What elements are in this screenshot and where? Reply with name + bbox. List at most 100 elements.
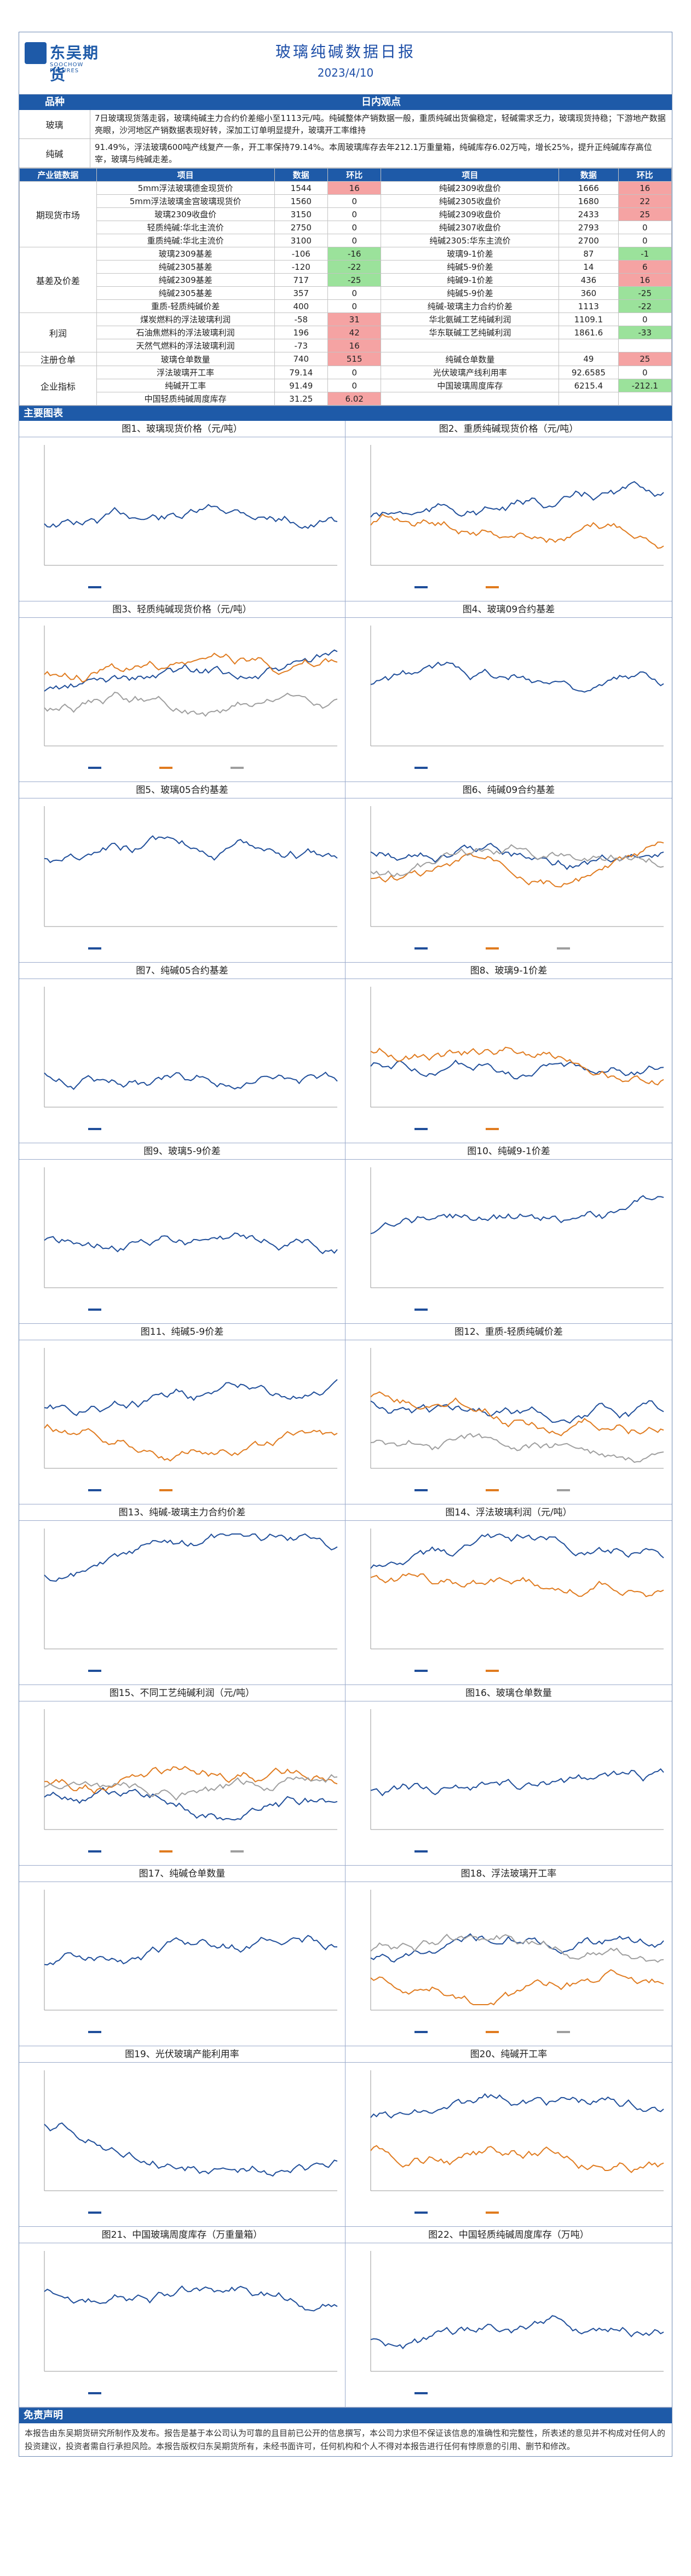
report-page: 东吴期货 SOOCHOW FUTURES 玻璃纯碱数据日报 2023/4/10 … xyxy=(19,32,672,2457)
industry-header-cell: 环比 xyxy=(327,168,382,182)
table-cell xyxy=(618,392,672,406)
chart-title: 图5、玻璃05合约基差 xyxy=(19,782,345,798)
table-cell: 6 xyxy=(618,260,672,274)
series-line xyxy=(370,2093,664,2119)
industry-header-cell: 产业链数据 xyxy=(19,168,97,182)
table-cell: 515 xyxy=(327,352,382,366)
table-cell: 0 xyxy=(327,234,382,247)
table-cell: 16 xyxy=(618,273,672,287)
table-cell: 360 xyxy=(558,286,619,300)
table-cell: -1 xyxy=(618,247,672,261)
table-cell: 2793 xyxy=(558,221,619,234)
series-line xyxy=(370,1391,664,1437)
chart-title: 图13、纯碱-玻璃主力合约价差 xyxy=(19,1504,345,1521)
table-cell: 1861.6 xyxy=(558,326,619,339)
legend-swatch xyxy=(414,2212,428,2214)
industry-table: 产业链数据 项目 数据 环比 项目 数据 环比 期现货市场 5mm浮法玻璃德金现货价 1544 1… xyxy=(19,168,672,406)
table-cell: 25 xyxy=(618,352,672,366)
legend-swatch xyxy=(88,947,101,950)
table-cell: 0 xyxy=(327,366,382,379)
legend-swatch xyxy=(414,2392,428,2394)
table-cell: 6.02 xyxy=(327,392,382,406)
legend-swatch xyxy=(557,2031,570,2033)
table-cell: 16 xyxy=(327,181,382,195)
chart-plot xyxy=(44,1890,337,2033)
summary-text: 7日玻璃现货落走弱，玻璃纯碱主力合约价差缩小至1113元/吨。纯碱整体产销数据一… xyxy=(95,113,666,135)
chart-plot xyxy=(370,1709,664,1853)
series-line xyxy=(370,1573,664,1597)
table-cell: 0 xyxy=(327,379,382,392)
table-row: 纯碱2305基差 357 0 纯碱5-9价差 360 -25 xyxy=(20,286,672,300)
table-cell: 纯碱2305收盘价 xyxy=(381,194,560,208)
series-line xyxy=(370,2145,664,2173)
series-line xyxy=(44,649,338,692)
table-cell: 纯碱2305:华东主流价 xyxy=(381,234,560,247)
chart-plot xyxy=(370,2251,664,2394)
table-cell xyxy=(381,392,560,406)
table-cell: -212.1 xyxy=(618,379,672,392)
table-cell: 重质-轻质纯碱价差 xyxy=(96,299,275,313)
chart-plot xyxy=(370,1167,664,1311)
series-line xyxy=(370,1933,664,1963)
chart-plot xyxy=(370,987,664,1130)
table-cell: 79.14 xyxy=(274,366,329,379)
series-line xyxy=(370,1768,664,1797)
table-cell: 22 xyxy=(618,194,672,208)
legend-swatch xyxy=(231,767,244,769)
chart-panel: 图14、浮法玻璃利润（元/吨） xyxy=(346,1504,672,1685)
legend-swatch xyxy=(486,1489,499,1491)
table-cell: 6215.4 xyxy=(558,379,619,392)
chart-plot xyxy=(44,1348,338,1491)
chart-panel: 图8、玻璃9-1价差 xyxy=(346,963,672,1143)
table-cell: 717 xyxy=(274,273,329,287)
table-cell xyxy=(558,339,619,352)
table-cell: 0 xyxy=(327,207,382,221)
legend-swatch xyxy=(486,1670,499,1672)
chart-plot xyxy=(44,445,338,588)
table-cell: 纯碱仓单数量 xyxy=(381,352,560,366)
legend-swatch xyxy=(88,2212,101,2214)
chart-title: 图8、玻璃9-1价差 xyxy=(346,963,672,979)
table-row: 石油焦燃料的浮法玻璃利润 196 42 华东联碱工艺纯碱利润 1861.6 -33 xyxy=(20,326,672,339)
legend-swatch xyxy=(159,1850,172,1853)
table-cell: 31 xyxy=(327,312,382,326)
chart-title: 图1、玻璃现货价格（元/吨） xyxy=(19,421,345,437)
table-cell: -22 xyxy=(327,260,382,274)
table-cell: 5mm浮法玻璃德金现货价 xyxy=(96,181,275,195)
legend-swatch xyxy=(88,1670,101,1672)
table-cell: 2433 xyxy=(558,207,619,221)
table-row: 中国轻质纯碱周度库存 31.25 6.02 xyxy=(20,392,672,406)
series-line xyxy=(44,1774,338,1801)
report-date: 2023/4/10 xyxy=(317,66,374,79)
chart-panel: 图20、纯碱开工率 xyxy=(346,2046,672,2227)
table-cell: 光伏玻璃产线利用率 xyxy=(381,366,560,379)
legend-swatch xyxy=(88,2392,101,2394)
table-cell: 0 xyxy=(327,299,382,313)
chart-panel: 图7、纯碱05合约基差 xyxy=(19,963,346,1143)
table-cell: 2700 xyxy=(558,234,619,247)
legend-swatch xyxy=(414,767,428,769)
table-cell: -120 xyxy=(274,260,329,274)
table-row: 重质纯碱:华北主流价 3100 0 纯碱2305:华东主流价 2700 0 xyxy=(20,234,672,247)
legend-swatch xyxy=(88,767,101,769)
table-cell: 玻璃9-1价差 xyxy=(381,247,560,261)
chart-title: 图16、玻璃仓单数量 xyxy=(346,1685,672,1701)
table-cell: 436 xyxy=(558,273,619,287)
legend-swatch xyxy=(486,947,499,950)
table-cell: 49 xyxy=(558,352,619,366)
table-cell: 纯碱-玻璃主力合约价差 xyxy=(381,299,560,313)
table-cell: 0 xyxy=(618,366,672,379)
table-cell: 1666 xyxy=(558,181,619,195)
series-line xyxy=(44,835,338,864)
industry-header-cell: 数据 xyxy=(558,168,619,182)
industry-header-cell: 环比 xyxy=(618,168,672,182)
chart-title: 图15、不同工艺纯碱利润（元/吨） xyxy=(19,1685,345,1701)
table-cell: 1544 xyxy=(274,181,329,195)
chart-plot xyxy=(370,1529,664,1672)
table-cell: 纯碱2307收盘价 xyxy=(381,221,560,234)
chart-plot xyxy=(44,2251,338,2394)
table-cell: -33 xyxy=(618,326,672,339)
disclaimer: 免责声明 本报告由东吴期货研究所制作及发布。报告是基于本公司认为可靠的且目前已公… xyxy=(19,2407,672,2456)
table-cell: 纯碱2305基差 xyxy=(96,286,275,300)
legend-swatch xyxy=(414,1670,428,1672)
